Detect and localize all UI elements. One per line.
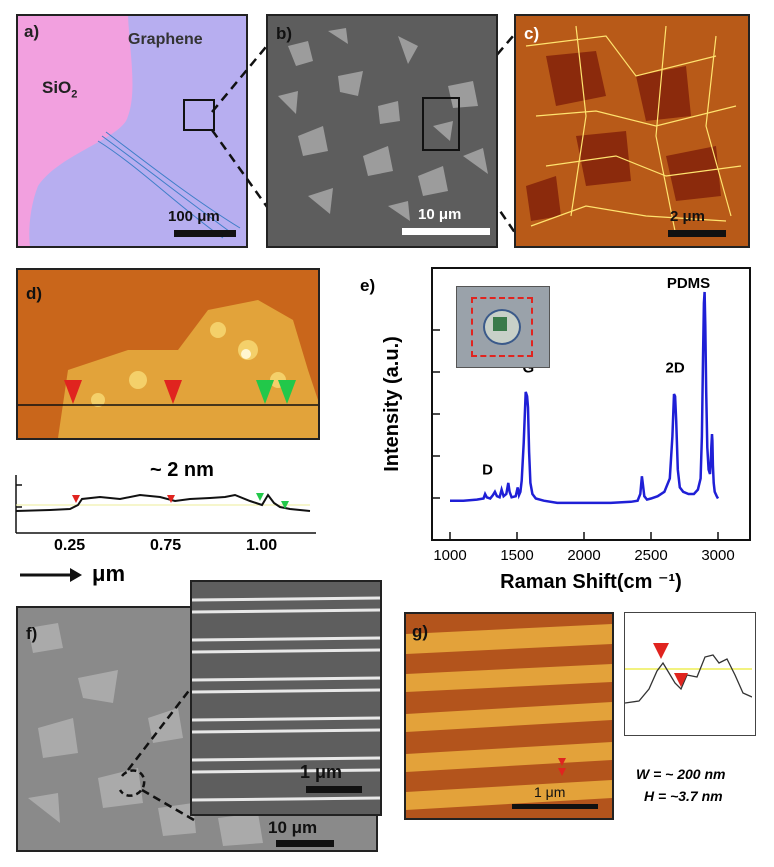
tick-label: 0.75	[150, 537, 182, 554]
x-tick-label: 2500	[634, 547, 667, 564]
x-tick-label: 2000	[567, 547, 600, 564]
sample-chip	[493, 317, 507, 331]
panel-label: e)	[360, 276, 376, 295]
height-profile: ~ 2 nm 0.25 0.75 1.00 μm	[10, 455, 330, 586]
marker-red-1	[558, 758, 566, 766]
panel-g-profile	[624, 612, 756, 736]
afm-image	[406, 614, 612, 818]
tick-label: 1.00	[246, 537, 278, 554]
marker-red-1	[653, 643, 669, 659]
zoom-box	[422, 97, 460, 151]
afm-image	[516, 16, 748, 246]
panel-label: a)	[24, 22, 40, 41]
marker-red-1	[64, 380, 82, 404]
scale-label: 10 μm	[418, 206, 462, 223]
y-axis-label: Intensity (a.u.)	[381, 336, 403, 472]
profile-plot	[625, 643, 752, 704]
marker-red-2	[674, 673, 688, 687]
marker-green-1	[256, 493, 264, 501]
marker-green-2	[281, 501, 289, 509]
afm-image	[18, 270, 318, 438]
raman-series-line	[450, 291, 720, 505]
panel-g-afm-image: g) 1 μm	[404, 612, 614, 820]
marker-green-1	[256, 380, 274, 404]
panel-a-optical-image: a) Graphene SiO2 100 μm	[16, 14, 248, 248]
scale-bar	[174, 230, 236, 237]
panel-b-sem-image: b) 10 μm	[266, 14, 498, 248]
x-tick-label: 3000	[701, 547, 734, 564]
panel-c-afm-image: c) 2 μm	[514, 14, 750, 248]
panel-label: f)	[26, 624, 38, 643]
scale-label: 10 μm	[268, 818, 318, 837]
scale-bar	[276, 840, 334, 847]
x-tick-label: 1500	[500, 547, 533, 564]
x-axis-label: Raman Shift(cm ⁻¹)	[500, 571, 682, 593]
scale-label: 1 μm	[534, 784, 566, 800]
step-height-annotation: ~ 2 nm	[150, 459, 214, 481]
sample-logo	[483, 309, 521, 345]
optical-image	[18, 16, 246, 246]
marker-red-2	[558, 768, 566, 776]
peak-label: D	[482, 461, 493, 478]
inset-photo	[456, 286, 550, 368]
scale-label: 1 μm	[300, 762, 343, 782]
width-annotation: W = ~ 200 nm	[636, 766, 726, 782]
profile-plot	[15, 475, 316, 582]
panel-label: c)	[524, 24, 540, 43]
scale-bar	[402, 228, 490, 235]
scale-label: 2 μm	[670, 208, 706, 225]
sample-frame-marker	[471, 297, 533, 357]
tick-label: 0.25	[54, 537, 86, 554]
sem-image	[268, 16, 496, 246]
scale-bar	[512, 804, 598, 809]
panel-label: d)	[26, 284, 43, 303]
inset-image	[192, 582, 380, 814]
peak-label: 2D	[666, 359, 685, 376]
panel-d-afm-image: d)	[16, 268, 320, 440]
zoom-box	[183, 99, 215, 131]
graphene-label: Graphene	[128, 31, 203, 48]
marker-red-1	[72, 495, 80, 503]
panel-f-inset: 1 μm	[190, 580, 382, 816]
height-annotation: H = ~3.7 nm	[644, 788, 723, 804]
panel-label: b)	[276, 24, 293, 43]
panel-label: g)	[412, 622, 429, 641]
sio2-region	[18, 16, 133, 246]
sio2-label: SiO2	[42, 78, 78, 101]
zoom-ellipse	[118, 769, 146, 797]
scale-bar	[668, 230, 726, 237]
marker-green-2	[278, 380, 296, 404]
arrow-head	[70, 568, 82, 582]
marker-red-2	[164, 380, 182, 404]
peak-label: PDMS	[667, 275, 710, 292]
x-tick-label: 1000	[433, 547, 466, 564]
scale-label: 100 μm	[168, 208, 220, 225]
marker-red-2	[167, 495, 175, 503]
axis-unit: μm	[92, 561, 126, 586]
scale-bar	[306, 786, 362, 793]
